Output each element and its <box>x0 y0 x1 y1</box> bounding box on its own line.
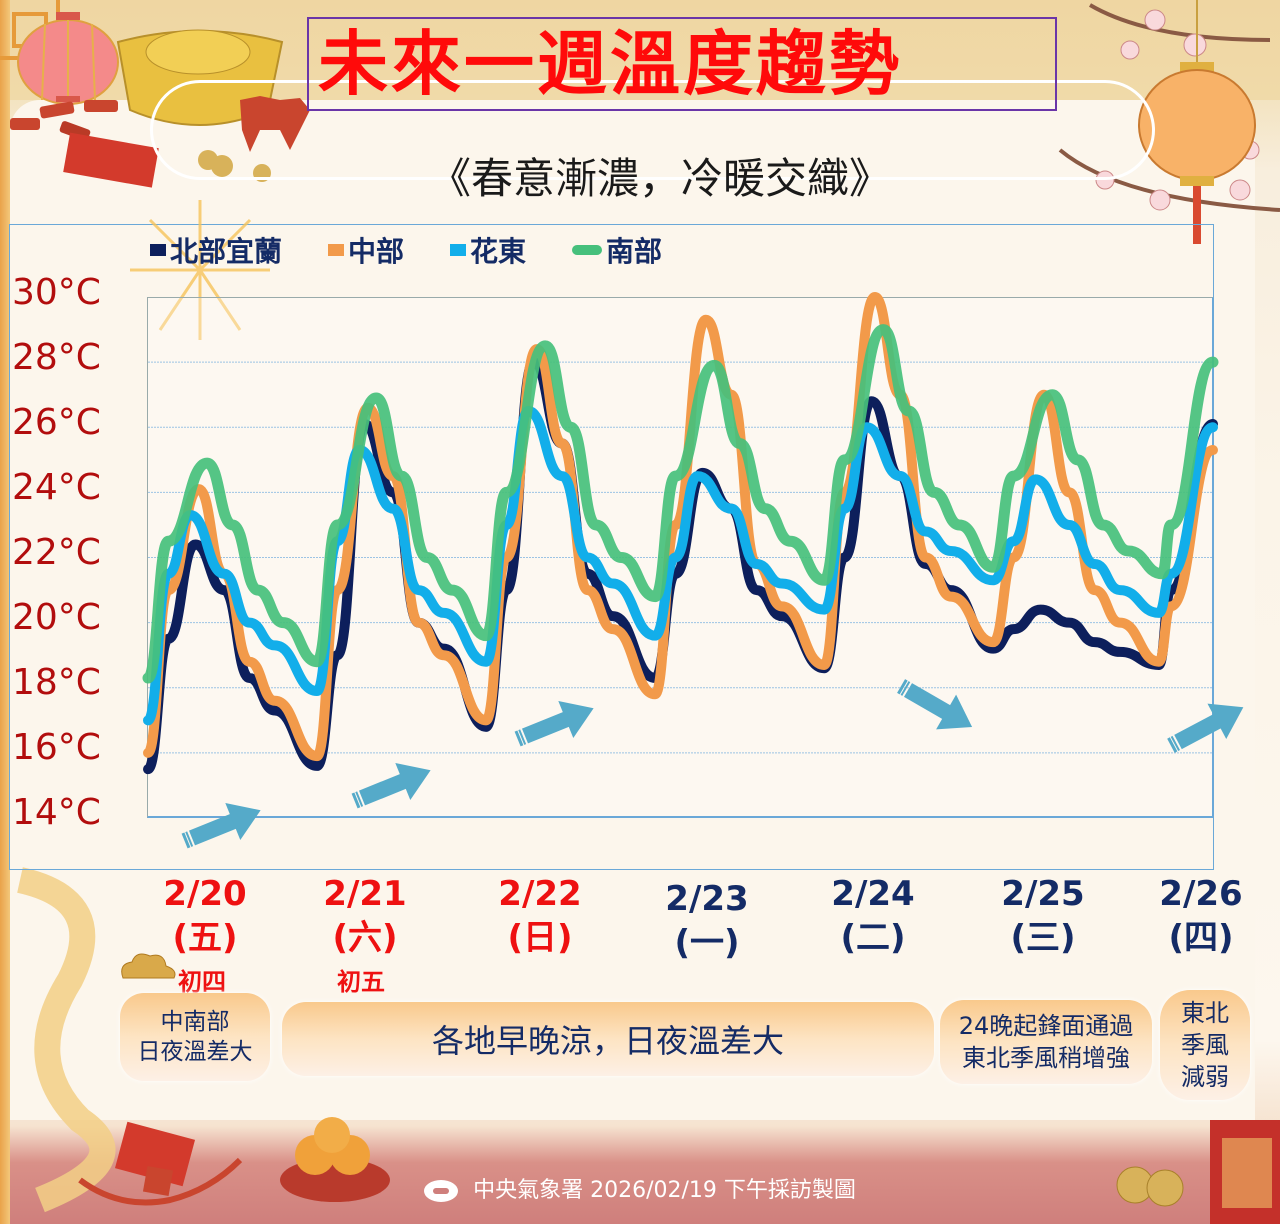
footer-org: 中央氣象署 <box>473 1178 584 1203</box>
red-lantern-box-icon <box>1210 1120 1280 1224</box>
legend-item-central: 中部 <box>328 230 404 270</box>
legend-item-south: 南部 <box>572 230 662 270</box>
legend-label-north: 北部宜蘭 <box>170 235 283 268</box>
header-pill-outline <box>150 80 1155 180</box>
legend-item-hualien-taitung: 花東 <box>450 230 526 270</box>
red-envelope-icon <box>63 132 159 188</box>
legend-swatch-hualien-taitung <box>450 244 467 256</box>
title-box <box>307 17 1057 111</box>
series-lines <box>142 292 1219 775</box>
legend-label-hualien-taitung: 花東 <box>470 235 527 268</box>
series-line-3 <box>142 324 1219 684</box>
bottom-right-decoration <box>1116 1120 1280 1224</box>
y-tick: 20°C <box>12 597 101 638</box>
page-title: 未來一週溫度趨勢 <box>318 23 902 105</box>
legend-item-north: 北部宜蘭 <box>150 230 282 270</box>
date-label-6: 2/26 (四) <box>1159 874 1243 958</box>
y-tick: 18°C <box>12 662 101 703</box>
date-label-4: 2/24 (二) <box>831 874 915 958</box>
y-tick: 24°C <box>12 467 101 508</box>
legend-label-central: 中部 <box>348 235 405 268</box>
lunar-date-1: 初五 <box>337 968 385 996</box>
date-label-1: 2/21 (六) <box>323 874 407 958</box>
tangerine-plate-icon <box>280 1117 390 1202</box>
trend-arrow-icon <box>1167 703 1244 753</box>
new-year-decoration-top-right <box>1058 0 1280 244</box>
trend-arrows <box>181 679 1244 849</box>
red-envelope-icon <box>114 1121 196 1187</box>
y-tick: 30°C <box>12 272 101 313</box>
golden-cloud-icon <box>121 953 176 979</box>
lunar-date-0: 初四 <box>178 968 226 996</box>
date-label-2: 2/22 (日) <box>498 874 582 958</box>
chinese-knot-icon <box>78 1157 243 1206</box>
date-label-5: 2/25 (三) <box>1001 874 1085 958</box>
coins-icon <box>198 150 271 182</box>
note-front-passing: 24晚起鋒面通過 東北季風稍增強 <box>940 1000 1152 1084</box>
note-monsoon-weakening: 東北 季風 減弱 <box>1160 990 1250 1100</box>
chart-frame <box>9 224 1214 870</box>
chart-legend: 北部宜蘭 中部 花東 南部 <box>150 230 662 270</box>
legend-label-south: 南部 <box>606 235 663 268</box>
ribbon-decoration-bottom-left <box>16 867 116 1213</box>
left-border-decoration <box>0 0 10 1224</box>
trend-arrow-icon <box>897 679 973 730</box>
footer-credit: 中央氣象署 2026/02/19 下午採訪製圖 <box>0 1172 1280 1204</box>
horse-figurine-icon <box>240 96 310 152</box>
y-tick: 22°C <box>12 532 101 573</box>
lantern-icon <box>1138 0 1256 244</box>
note-all-regions: 各地早晚涼，日夜溫差大 <box>282 1002 934 1076</box>
date-label-0: 2/20 (五) <box>163 874 247 958</box>
y-tick: 16°C <box>12 727 101 768</box>
y-tick: 26°C <box>12 402 101 443</box>
trend-arrow-icon <box>181 802 261 849</box>
trend-arrow-icon <box>351 762 431 809</box>
legend-swatch-central <box>328 244 345 256</box>
series-line-2 <box>143 405 1218 726</box>
temperature-line-chart <box>142 292 1244 849</box>
firework-sparkle-icon <box>130 200 270 340</box>
note-central-south: 中南部 日夜溫差大 <box>120 993 270 1081</box>
date-label-3: 2/23 (一) <box>665 879 749 963</box>
x-axis-dates: 2/20 (五) 2/21 (六) 2/22 (日) 2/23 (一) 2/24 (二) … <box>0 872 1280 972</box>
y-tick: 28°C <box>12 337 101 378</box>
cwa-logo-icon <box>424 1180 459 1202</box>
coins-icon <box>1116 1166 1184 1207</box>
legend-swatch-north <box>150 244 166 256</box>
page-subtitle: 《春意漸濃，冷暖交織》 <box>428 154 891 203</box>
trend-arrow-icon <box>514 700 594 747</box>
cherry-blossom-branch-icon <box>1058 3 1280 212</box>
bottom-decoration-items <box>78 1117 390 1206</box>
y-tick: 14°C <box>12 792 101 833</box>
footer-caption: 下午採訪製圖 <box>723 1178 856 1203</box>
footer-date: 2026/02/19 <box>590 1178 717 1203</box>
legend-swatch-south <box>572 245 603 255</box>
